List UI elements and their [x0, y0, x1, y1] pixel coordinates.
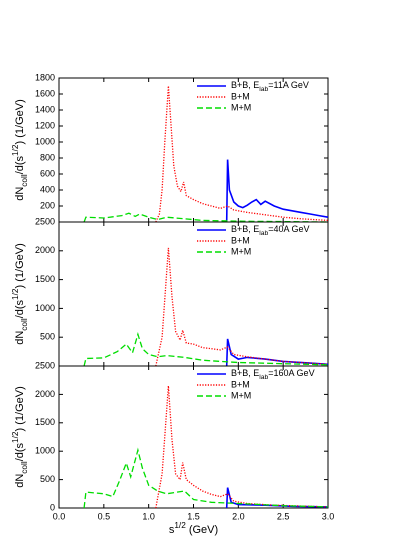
y-tick-label: 2000: [35, 245, 55, 255]
legend-label: M+M: [231, 246, 251, 256]
y-tick-label: 600: [40, 168, 55, 178]
legend-label-part: B+B, E: [231, 224, 259, 234]
y-tick-label: 2500: [35, 360, 55, 370]
legend-label: B+B, Elab=160A GeV: [231, 368, 315, 381]
data-line: [155, 247, 329, 367]
y-axis-label-part: 1/2: [11, 288, 20, 300]
y-tick-label: 500: [40, 474, 55, 484]
y-tick-label: 2000: [35, 389, 55, 399]
data-line: [155, 385, 329, 509]
plot-frame: [58, 365, 329, 509]
y-tick-label: 800: [40, 152, 55, 162]
y-tick-label: 500: [40, 332, 55, 342]
y-axis-label-part: coll: [20, 174, 29, 187]
data-line: [83, 332, 329, 367]
legend-label: B+M: [231, 91, 250, 101]
data-line: [225, 159, 329, 223]
legend-label: B+B, Elab=11A GeV: [231, 80, 309, 93]
legend-label-part: lab: [259, 374, 268, 381]
y-tick-label: 1500: [35, 417, 55, 427]
y-tick-label: 1600: [35, 88, 55, 98]
y-tick-label: 1800: [35, 72, 55, 82]
x-tick-label: 1.5: [187, 511, 200, 521]
x-axis-label-part: 1/2: [174, 521, 186, 530]
y-axis-label-part: dN: [14, 187, 26, 201]
data-line: [83, 447, 329, 509]
y-axis-label-part: coll: [20, 318, 29, 331]
data-line: [83, 212, 329, 223]
y-tick-label: 1000: [35, 446, 55, 456]
y-tick-label: 1400: [35, 104, 55, 114]
legend-label: B+M: [231, 379, 250, 389]
y-axis-label-part: /d(s: [14, 442, 26, 461]
y-tick-label: 1200: [35, 120, 55, 130]
legend-label: B+M: [231, 235, 250, 245]
y-axis-label-part: 1/2: [11, 431, 20, 443]
y-axis-label-part: dN: [14, 331, 26, 345]
y-tick-label: 2500: [35, 216, 55, 226]
legend-label-part: lab: [259, 86, 268, 93]
legend-label-part: =11A GeV: [268, 80, 309, 90]
y-axis-label-part: ) (1/GeV): [14, 243, 26, 288]
y-axis-label-part: 1/2: [11, 144, 20, 156]
legend-label-part: B+B, E: [231, 80, 259, 90]
x-tick-label: 2.5: [277, 511, 290, 521]
plot-frame: [58, 77, 329, 223]
x-tick-label: 0.0: [53, 511, 66, 521]
x-axis-label-part: s: [169, 524, 175, 536]
x-tick-label: 2.0: [232, 511, 245, 521]
legend-label-part: B+B, E: [231, 368, 259, 378]
x-axis-label: s1/2 (GeV): [169, 521, 218, 536]
y-axis-label-part: coll: [20, 461, 29, 474]
data-line: [155, 85, 329, 223]
x-tick-label: 1.0: [142, 511, 155, 521]
y-axis-label-part: dN: [14, 474, 26, 488]
y-axis-label: dNcoll/d(s1/2) (1/GeV): [11, 99, 29, 201]
legend-label-part: =40A GeV: [268, 224, 309, 234]
y-axis-label-part: /d(s: [14, 155, 26, 174]
y-tick-label: 1000: [35, 136, 55, 146]
y-tick-label: 1000: [35, 303, 55, 313]
y-axis-label-part: ) (1/GeV): [14, 99, 26, 144]
legend-label: B+B, Elab=40A GeV: [231, 224, 310, 237]
y-tick-label: 200: [40, 200, 55, 210]
x-axis-label-part: (GeV): [186, 524, 218, 536]
legend-label-part: lab: [259, 230, 268, 237]
y-axis-label-part: /d(s: [14, 299, 26, 318]
y-tick-label: 1500: [35, 274, 55, 284]
x-tick-label: 3.0: [322, 511, 335, 521]
legend-label: M+M: [231, 390, 251, 400]
legend-label-part: =160A GeV: [268, 368, 314, 378]
y-tick-label: 400: [40, 184, 55, 194]
x-tick-label: 0.5: [98, 511, 111, 521]
y-tick-label: 0: [50, 502, 55, 512]
y-axis-label-part: ) (1/GeV): [14, 386, 26, 431]
legend-label: M+M: [231, 102, 251, 112]
y-axis-label: dNcoll/d(s1/2) (1/GeV): [11, 386, 29, 488]
data-line: [225, 338, 329, 367]
y-axis-label: dNcoll/d(s1/2) (1/GeV): [11, 243, 29, 345]
